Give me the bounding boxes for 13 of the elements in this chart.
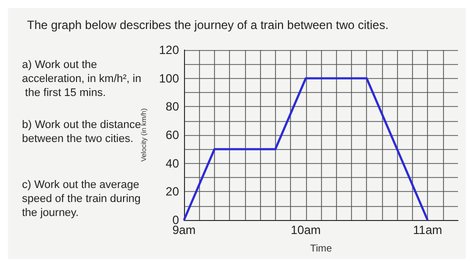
y-tick-label: 60 — [166, 128, 180, 142]
text: c) Work out the average speed of the train during the journey. — [22, 179, 144, 219]
y-tick-label: 40 — [166, 156, 180, 170]
x-tick-label: 11am — [412, 223, 442, 237]
chart-title: The graph below describes the journey of a train between two cities. — [27, 18, 389, 32]
text: b) Work out the distance between the two cities. — [22, 119, 142, 145]
y-tick-label: 20 — [166, 184, 180, 199]
x-axis-title: Time — [310, 244, 332, 254]
x-tick-label: 10am — [290, 223, 321, 237]
text: a) Work out the acceleration, in km/h², in the first 15 mins. — [22, 59, 142, 99]
y-tick-label: 120 — [158, 43, 180, 57]
y-tick-label: 100 — [158, 71, 180, 86]
y-tick-label: 80 — [166, 100, 180, 114]
